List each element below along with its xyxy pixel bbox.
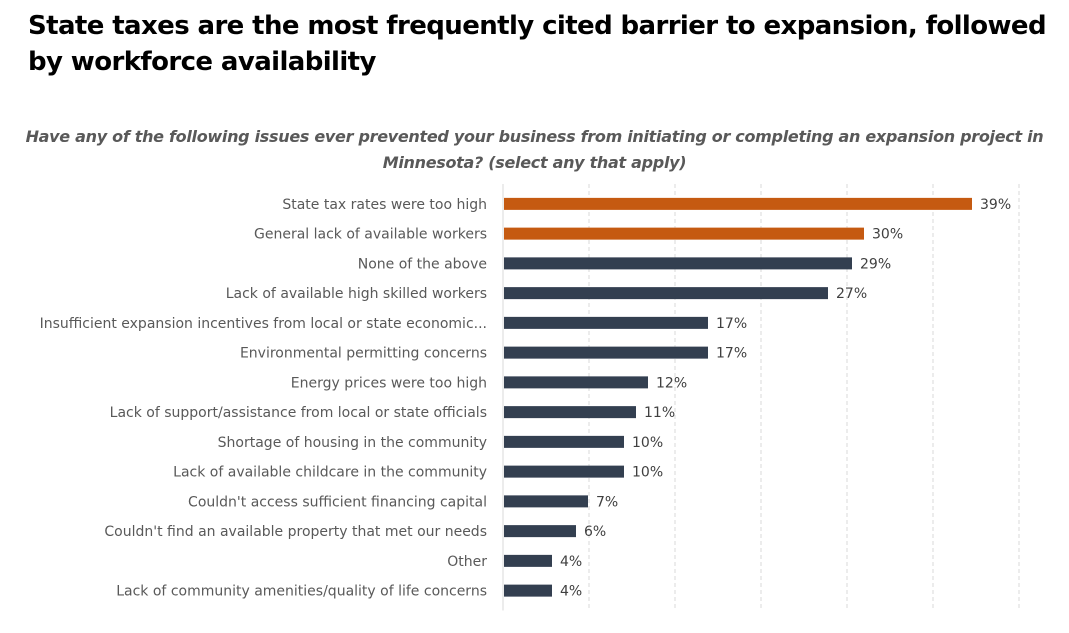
value-label: 10% xyxy=(632,435,663,451)
bar xyxy=(504,227,864,240)
category-label: Lack of available high skilled workers xyxy=(226,286,487,302)
value-label: 30% xyxy=(872,227,903,243)
bar xyxy=(504,376,648,389)
bar xyxy=(504,435,624,448)
value-label: 6% xyxy=(584,524,606,540)
bar xyxy=(504,346,708,359)
category-label: Shortage of housing in the community xyxy=(218,435,487,451)
category-label: State tax rates were too high xyxy=(282,197,487,213)
bar xyxy=(504,287,828,300)
value-label: 12% xyxy=(656,375,687,391)
bar xyxy=(504,257,852,270)
value-label: 7% xyxy=(596,494,618,510)
value-labels: 39%30%29%27%17%17%12%11%10%10%7%6%4%4% xyxy=(560,197,1011,600)
bar xyxy=(504,554,552,567)
bar xyxy=(504,495,588,508)
bars xyxy=(504,197,972,597)
value-label: 27% xyxy=(836,286,867,302)
bar xyxy=(504,406,636,419)
gridlines xyxy=(502,184,1020,611)
value-label: 17% xyxy=(716,316,747,332)
category-label: Lack of available childcare in the commu… xyxy=(173,465,487,481)
category-label: Energy prices were too high xyxy=(291,375,487,391)
bar xyxy=(504,197,972,210)
category-label: Lack of community amenities/quality of l… xyxy=(116,584,487,600)
category-label: Couldn't find an available property that… xyxy=(104,524,487,540)
value-label: 17% xyxy=(716,346,747,362)
category-label: General lack of available workers xyxy=(254,227,487,243)
category-label: Couldn't access sufficient financing cap… xyxy=(188,494,487,510)
value-label: 10% xyxy=(632,465,663,481)
category-label: Environmental permitting concerns xyxy=(240,346,487,362)
value-label: 4% xyxy=(560,584,582,600)
category-label: Lack of support/assistance from local or… xyxy=(110,405,487,421)
bar xyxy=(504,525,576,538)
value-label: 39% xyxy=(980,197,1011,213)
bar xyxy=(504,584,552,597)
chart-subtitle: Have any of the following issues ever pr… xyxy=(25,127,1044,172)
value-label: 4% xyxy=(560,554,582,570)
category-label: None of the above xyxy=(358,256,487,272)
chart-title: State taxes are the most frequently cite… xyxy=(28,11,1047,77)
value-label: 11% xyxy=(644,405,675,421)
category-label: Other xyxy=(447,554,487,570)
category-label: Insufficient expansion incentives from l… xyxy=(40,316,487,332)
category-labels: State tax rates were too high General lac… xyxy=(40,197,488,600)
value-label: 29% xyxy=(860,256,891,272)
bar xyxy=(504,316,708,329)
bar xyxy=(504,465,624,478)
